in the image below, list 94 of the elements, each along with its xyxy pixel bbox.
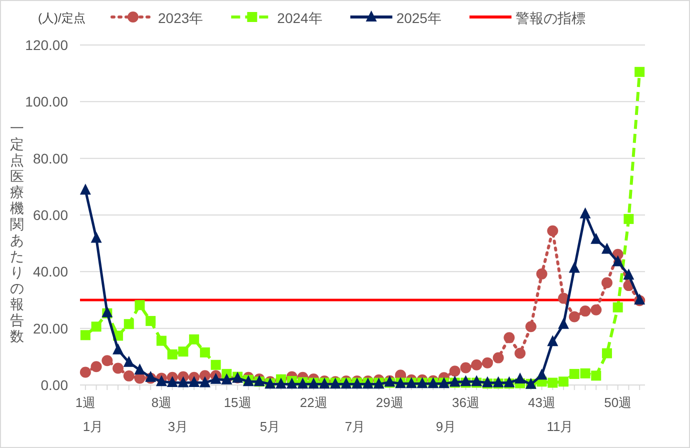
- point: [123, 356, 134, 367]
- point: [601, 277, 612, 288]
- point: [156, 336, 166, 346]
- point: [286, 378, 298, 389]
- point: [634, 66, 645, 77]
- point: [504, 332, 515, 344]
- x-tick-label: 15週: [224, 395, 252, 410]
- text: 9月: [436, 419, 456, 434]
- text: 5月: [260, 419, 280, 434]
- point: [146, 316, 156, 326]
- point: [102, 355, 113, 366]
- point: [602, 348, 612, 358]
- point: [189, 334, 200, 344]
- point: [90, 232, 102, 243]
- point: [178, 376, 189, 388]
- point: [200, 347, 210, 358]
- point: [525, 321, 536, 332]
- point: [482, 376, 493, 388]
- x-tick-label: 1週: [75, 395, 96, 410]
- point: [112, 362, 124, 374]
- point: [536, 268, 548, 280]
- text: 3月: [168, 419, 188, 434]
- point: [134, 300, 145, 310]
- x-tick-label: 50週: [604, 395, 632, 410]
- point: [482, 357, 493, 368]
- point: [460, 362, 472, 374]
- point: [591, 370, 602, 381]
- y-tick-label: 120.00: [25, 37, 68, 53]
- point: [514, 348, 526, 359]
- point: [471, 359, 482, 370]
- point: [210, 360, 221, 370]
- point: [188, 376, 200, 387]
- y-tick-label: 40.00: [32, 264, 68, 280]
- point: [276, 378, 287, 389]
- point: [547, 335, 558, 346]
- point: [91, 322, 102, 332]
- point: [166, 376, 178, 387]
- point: [623, 268, 634, 280]
- point: [580, 207, 591, 218]
- x-tick-label: 29週: [376, 395, 404, 410]
- point: [460, 375, 472, 386]
- x-tick-label: 36週: [452, 395, 480, 410]
- point: [612, 255, 624, 266]
- point: [568, 262, 580, 273]
- point: [178, 346, 188, 357]
- x-tick-label: 22週: [300, 395, 328, 410]
- point: [210, 372, 222, 384]
- text: 一定点医療機関あたりの報告数: [10, 120, 24, 344]
- y-tick-label: 20.00: [32, 320, 68, 336]
- text: 1月: [82, 419, 104, 434]
- point: [90, 361, 102, 372]
- point: [601, 242, 612, 254]
- point: [536, 368, 548, 380]
- text: 11月: [546, 419, 574, 434]
- point: [590, 232, 602, 244]
- text: (人)/定点: [38, 11, 86, 25]
- legend-label: 警報の指標: [515, 10, 586, 26]
- point: [569, 368, 580, 379]
- point: [558, 376, 569, 387]
- point: [124, 319, 134, 330]
- point: [112, 343, 124, 354]
- point: [199, 376, 210, 388]
- point: [547, 225, 558, 236]
- point: [590, 304, 602, 316]
- legend-label: 2024年: [277, 10, 322, 26]
- text: 7月: [344, 419, 366, 434]
- point: [492, 376, 504, 388]
- point: [80, 330, 90, 340]
- x-tick-label: 43週: [528, 395, 556, 410]
- point: [580, 368, 590, 378]
- point: [514, 372, 526, 384]
- point: [471, 375, 482, 386]
- point: [624, 214, 634, 224]
- y-tick-label: 100.00: [25, 94, 68, 110]
- point: [134, 363, 146, 374]
- point: [568, 311, 580, 322]
- point: [123, 370, 134, 382]
- y-tick-label: 80.00: [32, 150, 68, 166]
- point: [80, 184, 91, 195]
- point: [580, 306, 591, 317]
- point: [80, 366, 91, 378]
- point: [548, 378, 558, 388]
- x-tick-label: 8週: [151, 395, 172, 410]
- y-tick-label: 0.00: [40, 377, 68, 393]
- legend-label: 2023年: [158, 10, 204, 26]
- point: [167, 349, 178, 360]
- point: [612, 302, 623, 312]
- point: [492, 352, 504, 364]
- point: [504, 376, 515, 388]
- y-tick-label: 60.00: [32, 207, 68, 223]
- point: [156, 375, 167, 386]
- legend-label: 2025年: [396, 10, 442, 26]
- point: [449, 366, 460, 377]
- point: [558, 318, 570, 329]
